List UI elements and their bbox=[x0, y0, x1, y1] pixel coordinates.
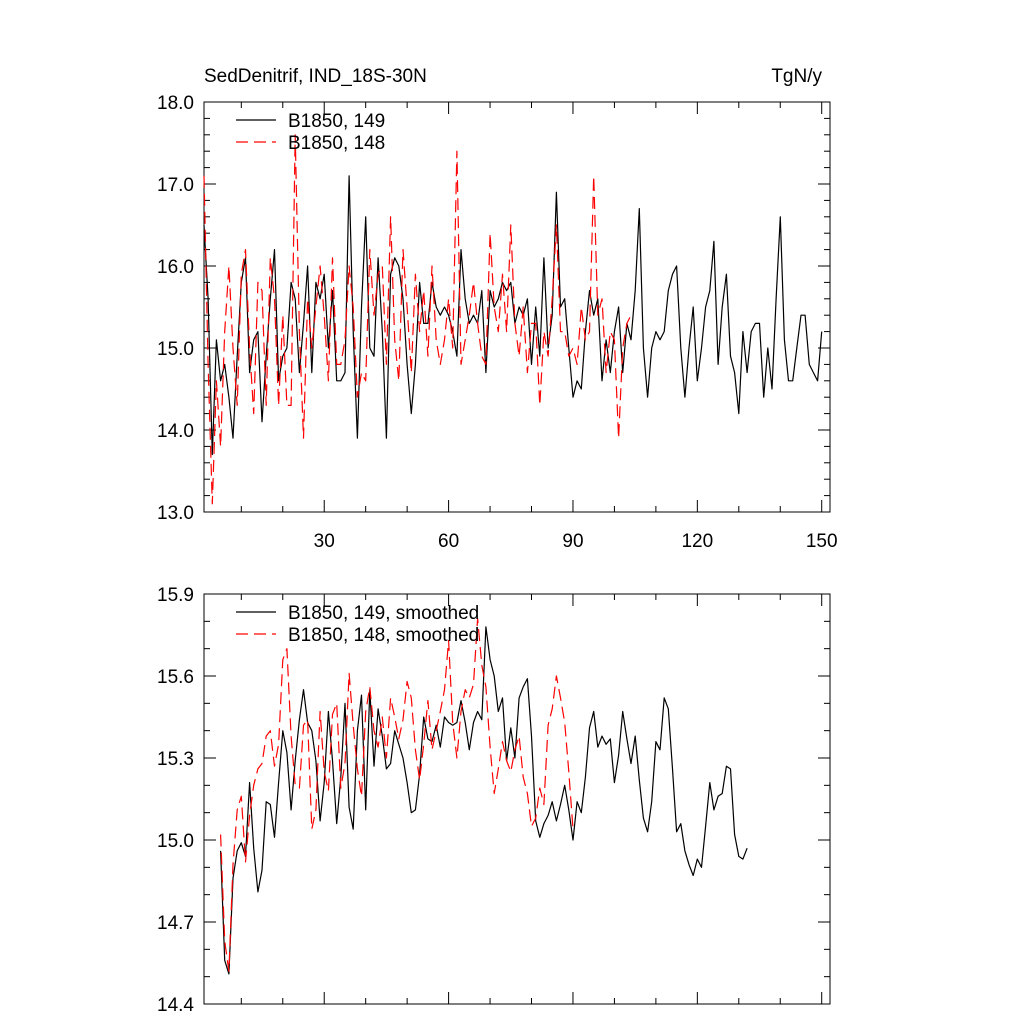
bottom-ytick-label: 14.7 bbox=[157, 913, 194, 934]
bottom-series bbox=[220, 617, 748, 975]
bottom-y-tick-labels: 14.4 14.7 15.0 15.3 15.6 15.9 bbox=[157, 585, 194, 1016]
top-tick-marks bbox=[204, 101, 830, 513]
top-legend-label-1: B1850, 149 bbox=[288, 111, 385, 132]
top-ytick-label: 13.0 bbox=[157, 503, 194, 524]
top-ytick-label: 18.0 bbox=[157, 93, 194, 114]
bottom-plot-frame bbox=[203, 593, 831, 1005]
bottom-series-line-1 bbox=[220, 626, 748, 975]
top-ytick-label: 14.0 bbox=[157, 421, 194, 442]
bottom-legend-label-2: B1850, 148, smoothed bbox=[288, 625, 479, 646]
top-xtick-label: 90 bbox=[562, 531, 583, 552]
bottom-tick-marks bbox=[204, 593, 830, 1005]
top-series bbox=[203, 134, 823, 505]
bottom-ytick-label: 14.4 bbox=[157, 995, 194, 1016]
top-legend-label-2: B1850, 148 bbox=[288, 133, 385, 154]
top-ytick-label: 17.0 bbox=[157, 175, 194, 196]
bottom-panel: 14.4 14.7 15.0 15.3 15.6 15.9 B1850, 149, smo… bbox=[157, 585, 831, 1016]
bottom-legend-label-1: B1850, 149, smoothed bbox=[288, 603, 479, 624]
top-xtick-label: 120 bbox=[681, 531, 713, 552]
top-xtick-label: 30 bbox=[314, 531, 335, 552]
top-panel-title: SedDenitrif, IND_18S-30N bbox=[204, 66, 427, 87]
bottom-ytick-label: 15.0 bbox=[157, 831, 194, 852]
bottom-series-line-2 bbox=[220, 617, 574, 972]
top-xtick-label: 60 bbox=[438, 531, 459, 552]
top-series-line-1 bbox=[203, 175, 823, 456]
top-panel: SedDenitrif, IND_18S-30N TgN/y 13.014.01… bbox=[157, 66, 838, 552]
top-plot-frame bbox=[203, 101, 831, 513]
bottom-ytick-label: 15.6 bbox=[157, 667, 194, 688]
top-y-tick-labels: 13.0 14.0 15.0 16.0 17.0 18.0 bbox=[157, 93, 194, 524]
top-series-line-2 bbox=[203, 134, 632, 505]
top-xtick-label: 150 bbox=[806, 531, 838, 552]
top-x-tick-labels: 30 60 90 120 150 bbox=[314, 531, 838, 552]
bottom-ytick-label: 15.9 bbox=[157, 585, 194, 606]
top-ytick-label: 15.0 bbox=[157, 339, 194, 360]
top-panel-units: TgN/y bbox=[771, 66, 822, 87]
bottom-ytick-label: 15.3 bbox=[157, 749, 194, 770]
top-ytick-label: 16.0 bbox=[157, 257, 194, 278]
